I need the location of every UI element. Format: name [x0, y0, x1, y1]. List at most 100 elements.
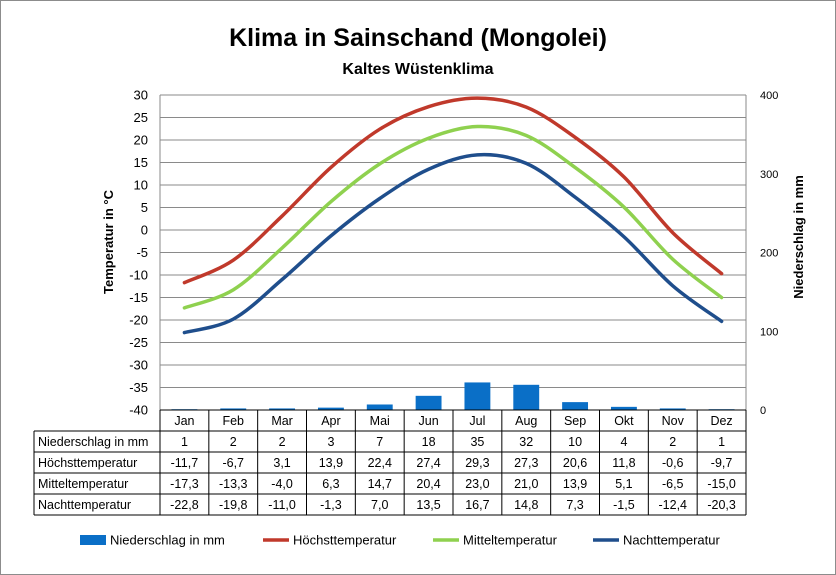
data-label: 1 [181, 435, 188, 449]
y-tick-label: -35 [129, 380, 148, 395]
data-label: 27,4 [416, 456, 440, 470]
data-label: 6,3 [322, 477, 339, 491]
legend-item-night-temperature: Nachttemperatur [623, 533, 720, 548]
legend-swatch [80, 535, 106, 545]
data-label: 29,3 [465, 456, 489, 470]
month-label: Dez [710, 414, 732, 428]
chart-subtitle: Kaltes Wüstenklima [342, 61, 494, 78]
data-label: -11,0 [268, 498, 296, 512]
data-label: -11,7 [171, 456, 199, 470]
data-label: -1,5 [613, 498, 635, 512]
data-label: -4,0 [271, 477, 293, 491]
data-label: 18 [422, 435, 436, 449]
y-tick-label: -25 [129, 335, 148, 350]
table-row-label: Mitteltemperatur [38, 477, 128, 491]
data-label: -0,6 [662, 456, 684, 470]
y2-tick-label: 200 [760, 248, 778, 260]
data-label: -13,3 [219, 477, 248, 491]
data-label: 11,8 [612, 456, 635, 470]
y-tick-label: -10 [129, 268, 148, 283]
data-label: -17,3 [170, 477, 199, 491]
data-label: 3,1 [273, 456, 290, 470]
precipitation-bar [659, 408, 686, 410]
data-label: 14,8 [514, 498, 538, 512]
data-label: 22,4 [368, 456, 392, 470]
precipitation-bar [366, 404, 393, 410]
y-tick-label: 10 [134, 178, 148, 193]
precipitation-bar [415, 395, 442, 410]
legend-item-max-temperature: Höchsttemperatur [293, 533, 397, 548]
data-label: 3 [327, 435, 334, 449]
month-label: Jan [174, 414, 194, 428]
month-label: Okt [614, 414, 634, 428]
table-row-label: Höchsttemperatur [38, 456, 137, 470]
data-label: 2 [669, 435, 676, 449]
month-label: Feb [222, 414, 244, 428]
data-label: 13,5 [416, 498, 440, 512]
y2-tick-label: 400 [760, 90, 778, 102]
data-label: 10 [568, 435, 582, 449]
y2-axis-title: Niederschlag in mm [791, 175, 806, 299]
data-label: 7,3 [566, 498, 583, 512]
data-label: 7 [376, 435, 383, 449]
data-label: 13,9 [319, 456, 343, 470]
y-tick-label: 25 [134, 110, 148, 125]
night-temperature-line [182, 152, 724, 335]
chart-title: Klima in Sainschand (Mongolei) [229, 24, 607, 52]
y-tick-label: -5 [136, 245, 148, 260]
data-label: -6,7 [222, 456, 244, 470]
data-label: -20,3 [707, 498, 736, 512]
data-label: 7,0 [371, 498, 388, 512]
mean-temperature-line [182, 124, 724, 310]
month-label: Apr [321, 414, 340, 428]
precipitation-bar [610, 406, 637, 410]
precipitation-bar [317, 407, 344, 410]
precipitation-bar [220, 408, 247, 410]
legend-item-precipitation: Niederschlag in mm [110, 533, 225, 548]
table-row-label: Nachttemperatur [38, 498, 131, 512]
data-label: -19,8 [219, 498, 248, 512]
y-tick-label: -30 [129, 358, 148, 373]
month-label: Sep [564, 414, 586, 428]
data-label: 21,0 [514, 477, 538, 491]
data-label: -6,5 [662, 477, 684, 491]
data-label: -15,0 [707, 477, 736, 491]
data-label: 20,6 [563, 456, 587, 470]
data-label: 13,9 [563, 477, 587, 491]
legend-item-mean-temperature: Mitteltemperatur [463, 533, 558, 548]
data-label: 20,4 [416, 477, 440, 491]
y-tick-label: 20 [134, 133, 148, 148]
month-label: Aug [515, 414, 537, 428]
data-label: 27,3 [514, 456, 538, 470]
y2-tick-label: 0 [760, 405, 766, 417]
data-label: -22,8 [170, 498, 199, 512]
y-tick-label: -40 [129, 403, 148, 418]
data-label: -12,4 [659, 498, 688, 512]
y2-tick-label: 100 [760, 326, 778, 338]
data-label: 5,1 [615, 477, 632, 491]
y2-tick-label: 300 [760, 169, 778, 181]
data-label: 23,0 [465, 477, 489, 491]
y-tick-label: -20 [129, 313, 148, 328]
data-label: 1 [718, 435, 725, 449]
y-axis-title: Temperatur in °C [101, 189, 116, 294]
month-label: Jun [419, 414, 439, 428]
data-label: 4 [620, 435, 627, 449]
data-label: 2 [230, 435, 237, 449]
table-row-label: Niederschlag in mm [38, 435, 148, 449]
y-tick-label: 15 [134, 155, 148, 170]
data-label: -9,7 [711, 456, 733, 470]
y-tick-label: -15 [129, 290, 148, 305]
data-label: -1,3 [320, 498, 342, 512]
precipitation-bar [269, 408, 296, 410]
max-temperature-line [182, 96, 724, 285]
data-label: 35 [470, 435, 484, 449]
y-tick-label: 5 [141, 200, 148, 215]
month-label: Mai [370, 414, 390, 428]
month-label: Nov [662, 414, 685, 428]
precipitation-bar [464, 382, 491, 410]
data-label: 14,7 [368, 477, 392, 491]
month-label: Mar [271, 414, 293, 428]
precipitation-bar [513, 384, 540, 410]
